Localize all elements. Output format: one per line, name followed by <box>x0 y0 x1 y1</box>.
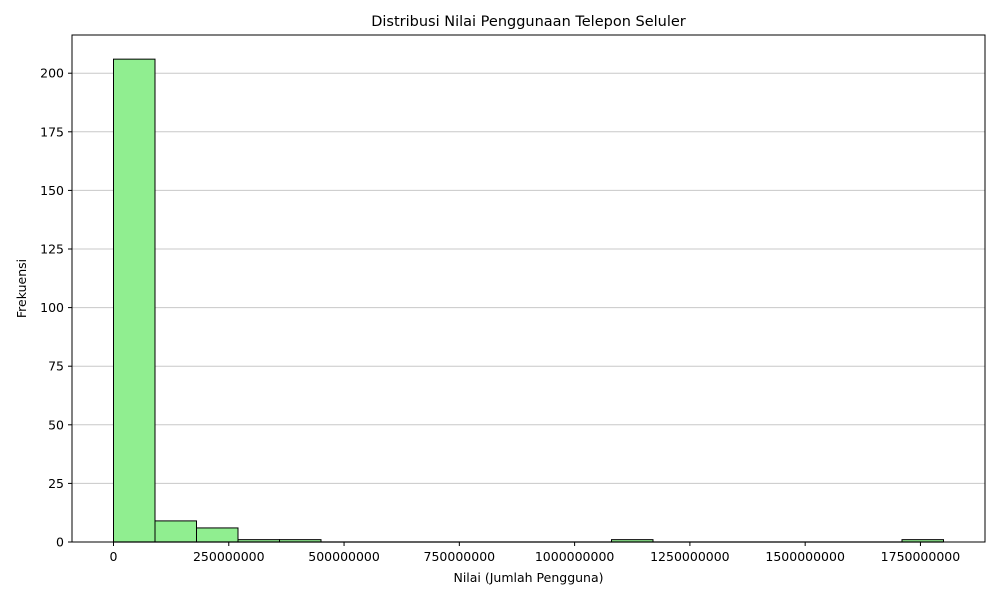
y-tick-label: 75 <box>48 359 64 374</box>
x-tick-label: 1750000000 <box>881 549 961 564</box>
x-tick-label: 750000000 <box>424 549 496 564</box>
y-tick-label: 175 <box>40 124 64 139</box>
y-axis-label: Frekuensi <box>14 259 29 318</box>
x-tick-label: 250000000 <box>193 549 265 564</box>
x-tick-label: 1000000000 <box>535 549 615 564</box>
y-tick-label: 150 <box>40 183 64 198</box>
histogram-bar-3 <box>196 527 239 543</box>
histogram-bar-2 <box>154 520 197 543</box>
gridlines <box>72 72 985 484</box>
plot-frame <box>71 34 986 543</box>
x-tick-label: 0 <box>110 549 118 564</box>
histogram-bars <box>113 58 944 543</box>
y-axis-ticks: 0 25 50 75 100 125 150 175 200 <box>40 66 72 550</box>
y-tick-label: 25 <box>48 476 64 491</box>
y-tick-label: 50 <box>48 417 64 432</box>
y-tick-label: 0 <box>56 535 64 550</box>
y-tick-label: 200 <box>40 66 64 81</box>
y-tick-label: 125 <box>40 242 64 257</box>
x-axis-label: Nilai (Jumlah Pengguna) <box>453 570 603 585</box>
x-axis-ticks: 0 250000000 500000000 750000000 1000000000 12… <box>110 542 961 564</box>
chart-title: Distribusi Nilai Penggunaan Telepon Selu… <box>371 14 686 30</box>
x-tick-label: 1500000000 <box>765 549 845 564</box>
x-tick-label: 500000000 <box>308 549 380 564</box>
y-tick-label: 100 <box>40 300 64 315</box>
histogram-bar-1 <box>113 58 156 543</box>
x-tick-label: 1250000000 <box>650 549 730 564</box>
